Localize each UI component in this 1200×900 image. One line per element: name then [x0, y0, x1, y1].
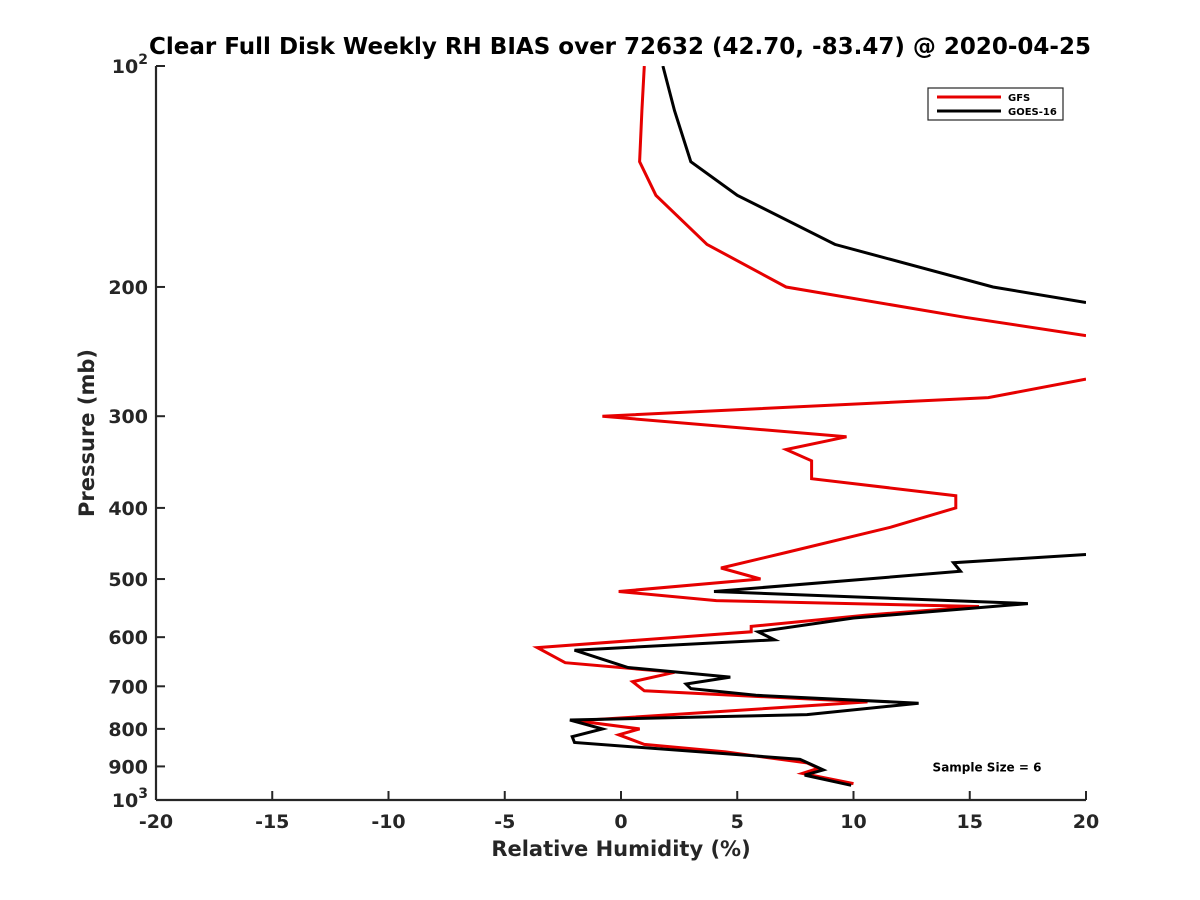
- y-tick-label: 200: [108, 277, 148, 299]
- legend: GFS GOES-16: [927, 87, 1064, 121]
- x-tick-label: -20: [139, 811, 173, 833]
- plot-background: [156, 66, 1086, 800]
- axes: -20 -15 -10 -5 0 5 10 15 20 102 200 300 400 500 600 700…: [108, 52, 1099, 833]
- y-tick-label: 400: [108, 498, 148, 520]
- series-line-goes-16: [569, 66, 1086, 787]
- annotations: Sample Size = 6: [933, 760, 1042, 774]
- y-tick-label: 900: [108, 756, 148, 778]
- legend-box: [927, 87, 1064, 121]
- y-tick-label: 600: [108, 627, 148, 649]
- y-tick-label: 300: [108, 406, 148, 428]
- y-tick-label: 103: [112, 786, 148, 812]
- y-axis-label: Pressure (mb): [75, 349, 99, 517]
- legend-label: GOES-16: [1008, 107, 1057, 118]
- x-tick-label: 10: [840, 811, 866, 833]
- series-line-gfs: [532, 66, 1086, 786]
- sample-size-annotation: Sample Size = 6: [933, 760, 1042, 774]
- y-tick-label: 800: [108, 719, 148, 741]
- legend-label: GFS: [1008, 93, 1030, 104]
- x-tick-label: 20: [1073, 811, 1099, 833]
- x-tick-label: -5: [494, 811, 515, 833]
- y-tick-label: 500: [108, 569, 148, 591]
- series-layer: [532, 66, 1086, 787]
- x-tick-label: 0: [614, 811, 627, 833]
- y-tick-label: 102: [112, 52, 148, 78]
- plot-area: -20 -15 -10 -5 0 5 10 15 20 102 200 300 400 500 600 700…: [108, 52, 1099, 833]
- x-tick-label: 15: [957, 811, 983, 833]
- x-tick-label: -15: [255, 811, 289, 833]
- x-tick-label: 5: [731, 811, 744, 833]
- chart-title: Clear Full Disk Weekly RH BIAS over 7263…: [149, 34, 1091, 60]
- x-axis-label: Relative Humidity (%): [491, 837, 750, 861]
- x-tick-label: -10: [371, 811, 405, 833]
- y-tick-label: 700: [108, 676, 148, 698]
